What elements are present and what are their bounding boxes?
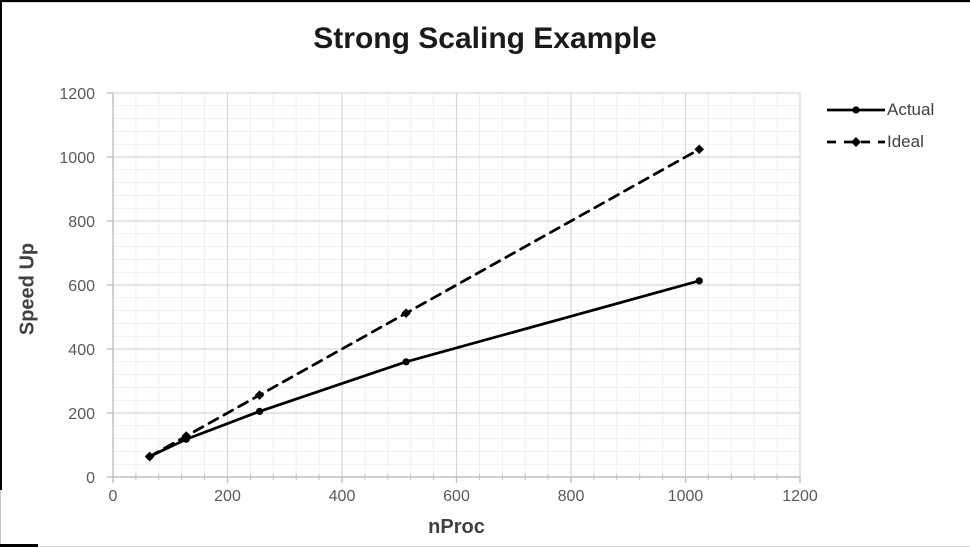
solid-line-circle-marker-icon bbox=[827, 106, 885, 114]
y-tick-label: 400 bbox=[68, 342, 95, 359]
y-tick-label: 200 bbox=[68, 406, 95, 423]
x-tick-label: 800 bbox=[558, 488, 585, 505]
window-border-left-lower bbox=[0, 490, 1, 547]
y-tick-label: 1200 bbox=[59, 86, 95, 103]
legend-entry-ideal: Ideal bbox=[826, 126, 934, 158]
series-ideal-marker bbox=[401, 308, 411, 318]
legend: Actual Ideal bbox=[826, 94, 934, 158]
series-actual-marker bbox=[695, 277, 703, 285]
series-ideal-marker bbox=[181, 431, 192, 441]
dashed-line-diamond-marker-icon bbox=[827, 137, 885, 147]
x-tick-label: 400 bbox=[329, 488, 356, 505]
x-tick-label: 200 bbox=[214, 488, 241, 505]
y-tick-label: 600 bbox=[68, 278, 95, 295]
y-tick-label: 0 bbox=[86, 470, 95, 487]
window-border-top bbox=[0, 0, 970, 3]
x-tick-label: 1000 bbox=[668, 488, 704, 505]
series-ideal-marker bbox=[254, 390, 265, 400]
legend-label-actual: Actual bbox=[887, 100, 935, 119]
series-ideal-marker bbox=[144, 451, 155, 462]
chart-title: Strong Scaling Example bbox=[313, 22, 657, 55]
legend-entry-actual: Actual bbox=[826, 94, 934, 126]
x-tick-label: 600 bbox=[443, 488, 470, 505]
series-actual-marker bbox=[402, 358, 410, 366]
y-tick-label: 1000 bbox=[59, 150, 95, 167]
x-tick-label: 1200 bbox=[782, 488, 818, 505]
legend-label-ideal: Ideal bbox=[887, 132, 924, 151]
series-ideal-marker bbox=[694, 144, 705, 155]
y-tick-label: 800 bbox=[68, 214, 95, 231]
window-border-bottom-corner bbox=[0, 544, 38, 547]
window-border-left bbox=[0, 0, 2, 490]
x-axis-title: nProc bbox=[428, 516, 485, 538]
series-actual-marker bbox=[255, 407, 264, 415]
x-tick-label: 0 bbox=[109, 488, 118, 505]
